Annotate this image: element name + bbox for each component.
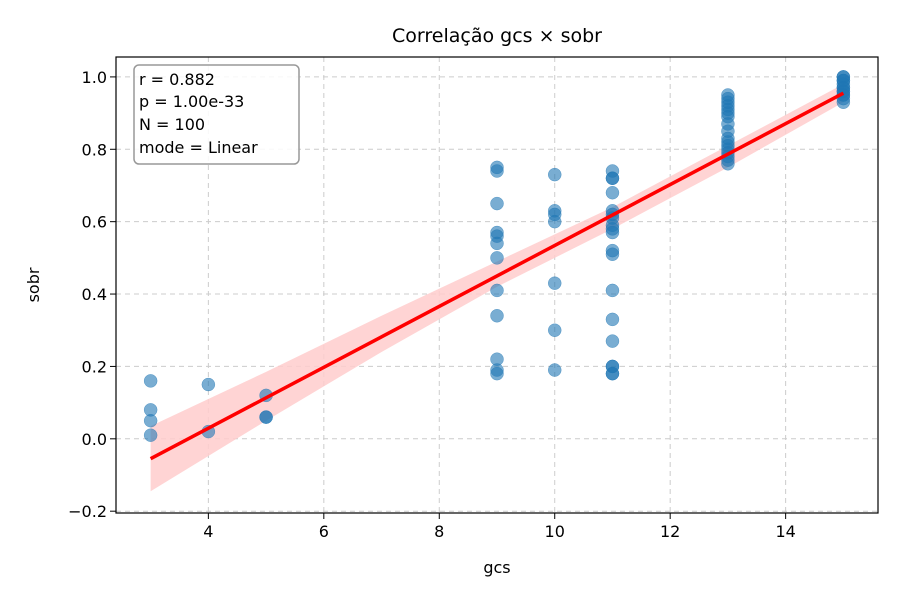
stats-box-frame [133, 64, 300, 165]
y-axis: −0.2 0.0 0.2 0.4 0.6 0.8 1.0 [68, 68, 116, 521]
x-tick-label: 12 [660, 522, 680, 541]
stats-line-r: r = 0.882 [139, 70, 215, 89]
x-axis: 4 6 8 10 12 14 [203, 513, 796, 541]
data-point [547, 323, 562, 337]
fit-line [149, 91, 845, 461]
x-axis-label: gcs [483, 558, 510, 577]
data-point [547, 363, 562, 377]
data-point [605, 171, 620, 185]
data-point [490, 164, 504, 178]
x-tick-label: 14 [775, 522, 795, 541]
data-point [605, 312, 620, 327]
data-point [605, 185, 620, 200]
data-point [836, 95, 851, 109]
y-tick-label: 0.6 [82, 213, 107, 232]
data-point [547, 276, 562, 290]
data-point [490, 196, 504, 211]
y-tick-label: 0.2 [82, 357, 107, 376]
y-tick-label: 0.0 [82, 430, 107, 449]
stats-line-mode: mode = Linear [139, 138, 258, 157]
y-tick-label: 0.8 [82, 140, 107, 159]
data-point [721, 157, 735, 171]
data-point [143, 413, 158, 428]
x-tick-label: 10 [545, 522, 565, 541]
data-point [143, 428, 158, 442]
data-point [605, 334, 620, 348]
data-point [201, 377, 216, 392]
data-point [605, 225, 620, 240]
data-point [547, 167, 562, 182]
y-tick-label: 0.4 [82, 285, 107, 304]
data-point [259, 410, 273, 424]
plot-frame [115, 56, 879, 514]
y-tick-label: −0.2 [68, 502, 107, 521]
y-axis-label: sobr [24, 267, 43, 302]
fit-line-group [149, 91, 845, 461]
data-point [490, 366, 504, 381]
data-point [143, 374, 158, 388]
data-point [490, 236, 504, 251]
data-point [490, 251, 504, 265]
stats-line-n: N = 100 [139, 115, 205, 134]
stats-box: r = 0.882 p = 1.00e-33 N = 100 mode = Li… [133, 64, 300, 165]
chart-title: Correlação gcs × sobr [392, 25, 602, 47]
data-point [490, 309, 504, 323]
points-group [143, 70, 851, 442]
x-tick-label: 8 [434, 522, 444, 541]
data-point [547, 214, 562, 229]
stats-line-p: p = 1.00e-33 [139, 92, 244, 111]
data-point [605, 247, 620, 261]
x-tick-label: 6 [319, 522, 329, 541]
data-point [490, 283, 504, 298]
data-point [605, 366, 620, 381]
x-tick-label: 4 [203, 522, 213, 541]
data-point [605, 283, 620, 298]
y-tick-label: 1.0 [82, 68, 107, 87]
